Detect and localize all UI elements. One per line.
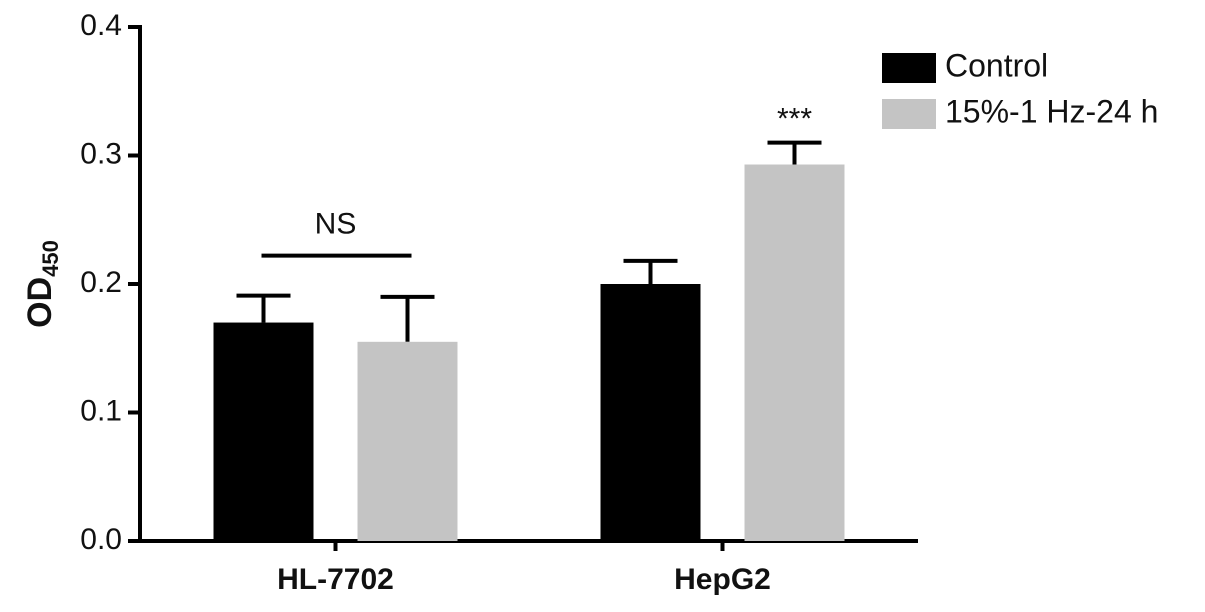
x-tick-label: HL-7702	[277, 563, 394, 596]
y-tick-label: 0.4	[80, 9, 122, 42]
y-tick-label: 0.2	[80, 266, 122, 299]
y-axis-label-main: OD	[21, 277, 59, 328]
y-tick-label: 0.0	[80, 523, 122, 556]
legend-swatch	[882, 53, 936, 83]
legend-label: 15%-1 Hz-24 h	[945, 93, 1158, 129]
annotation: ***	[777, 103, 812, 136]
y-axis-label: OD450	[21, 240, 63, 328]
y-tick-label: 0.3	[80, 137, 122, 170]
y-tick-label: 0.1	[80, 394, 122, 427]
bar	[213, 322, 314, 541]
legend-label: Control	[945, 47, 1048, 83]
bar	[600, 284, 701, 541]
x-tick-label: HepG2	[674, 563, 771, 596]
bar	[744, 164, 845, 541]
y-axis-label-sub: 450	[38, 240, 63, 277]
bar	[357, 341, 458, 541]
annotation: NS	[315, 207, 357, 240]
legend-swatch	[882, 99, 936, 129]
